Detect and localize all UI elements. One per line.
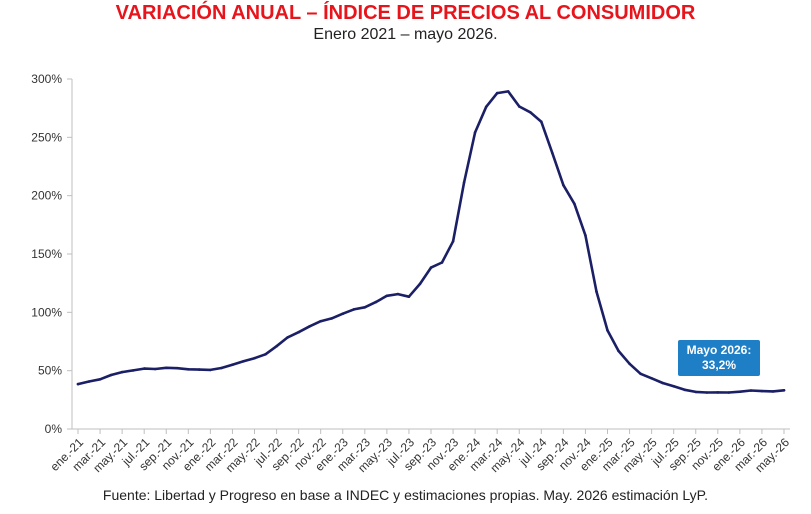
data-point [782,389,786,392]
data-point [176,366,179,370]
series-layer [76,90,786,394]
data-point [297,330,300,334]
data-point [286,336,289,339]
data-point [650,377,653,380]
data-point [418,282,422,286]
data-point [165,366,168,370]
data-point [738,390,742,394]
data-point [551,151,554,155]
y-tick-label: 250% [31,130,62,144]
data-point [672,385,675,388]
x-axis: ene.-21mar.-21may.-21jul.-21sep.-21nov.-… [47,428,792,475]
data-point [727,391,731,394]
data-point [429,266,433,269]
chart-title: VARIACIÓN ANUAL – ÍNDICE DE PRECIOS AL C… [115,2,696,24]
data-point [120,370,124,374]
data-point [187,368,190,371]
y-axis: 0% 50% 100% 150% 200% 250% 300% [31,72,73,436]
data-point [374,300,378,304]
y-tick-label: 200% [31,189,62,203]
y-tick-label: 100% [31,305,62,319]
data-point [308,325,312,328]
data-point [606,329,609,332]
data-point [760,389,764,393]
data-point [518,105,521,108]
y-tick-label: 0% [45,422,63,436]
data-point [584,234,587,237]
data-point [253,356,256,360]
data-point [242,360,245,363]
data-point [209,368,212,372]
y-tick-label: 50% [38,364,62,378]
data-point [462,181,466,184]
data-point [484,105,488,109]
source-note: Fuente: Libertad y Progreso en base a IN… [102,487,709,503]
data-point [473,131,477,134]
data-point [385,294,389,298]
data-point [153,367,157,371]
data-point [495,91,499,95]
data-point [363,306,367,309]
chart-subtitle: Enero 2021 – mayo 2026. [313,26,498,43]
latest-value-callout: Mayo 2026: 33,2% [678,340,760,376]
data-point [628,362,631,366]
data-point [540,120,543,123]
data-point [396,292,400,296]
data-point [198,368,201,371]
data-point [595,290,598,293]
y-tick-label: 150% [31,247,62,261]
data-point [264,353,267,356]
data-point [220,366,223,370]
y-tick-label: 300% [31,72,62,86]
data-point [639,372,642,376]
data-point [87,380,91,383]
data-point [573,202,576,206]
data-point [771,390,775,393]
data-point [407,295,411,299]
data-point [451,240,455,243]
data-point [440,261,444,264]
data-point [275,344,278,348]
data-point [617,349,620,353]
data-point [131,369,135,372]
data-point [98,378,102,381]
data-point [694,390,698,394]
callout-value: 33,2% [701,358,737,372]
data-point [109,373,113,377]
data-point [683,388,686,392]
data-point [319,319,323,323]
data-point [661,381,664,385]
data-point [231,363,234,367]
data-point [716,391,720,394]
data-point [529,111,532,114]
data-point [705,391,709,394]
data-point [341,312,345,316]
callout-label: Mayo 2026: [686,343,752,357]
data-point [562,183,565,187]
data-point [330,317,334,320]
data-point [749,389,753,392]
data-point [142,367,146,370]
data-point [352,308,356,311]
data-point [506,90,510,93]
data-point [76,382,80,386]
